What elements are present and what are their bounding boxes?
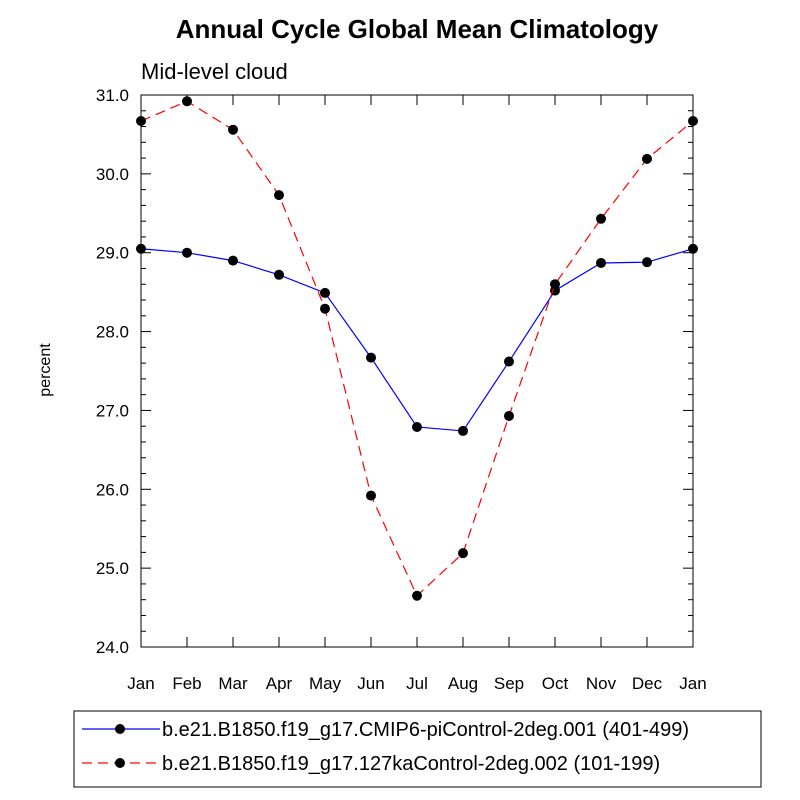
x-tick-label: Feb bbox=[172, 674, 201, 693]
data-point bbox=[412, 590, 422, 601]
data-point bbox=[228, 124, 238, 135]
legend-label: b.e21.B1850.f19_g17.CMIP6-piControl-2deg… bbox=[162, 719, 689, 741]
y-tick-label: 28.0 bbox=[96, 323, 129, 342]
series-1 bbox=[136, 243, 698, 436]
legend-label: b.e21.B1850.f19_g17.127kaControl-2deg.00… bbox=[162, 753, 660, 775]
x-tick-label: Mar bbox=[218, 674, 248, 693]
data-point bbox=[458, 548, 468, 559]
data-point bbox=[320, 303, 330, 314]
data-point bbox=[642, 257, 652, 268]
data-point bbox=[182, 247, 192, 258]
data-point bbox=[504, 356, 514, 367]
data-point bbox=[458, 425, 468, 436]
data-point bbox=[320, 287, 330, 298]
chart-subtitle: Mid-level cloud bbox=[141, 59, 288, 84]
legend: b.e21.B1850.f19_g17.CMIP6-piControl-2deg… bbox=[73, 710, 762, 788]
legend-box bbox=[73, 710, 762, 788]
y-tick-label: 30.0 bbox=[96, 165, 129, 184]
x-tick-label: Jan bbox=[127, 674, 154, 693]
x-tick-label: Jul bbox=[406, 674, 428, 693]
data-point bbox=[274, 190, 284, 201]
series-2 bbox=[136, 96, 698, 601]
y-tick-label: 31.0 bbox=[96, 86, 129, 105]
x-tick-label: Jun bbox=[357, 674, 384, 693]
y-tick-label: 24.0 bbox=[96, 638, 129, 657]
data-point bbox=[642, 153, 652, 164]
series-line bbox=[140, 100, 694, 597]
x-tick-label: Jan bbox=[679, 674, 706, 693]
legend-entry: b.e21.B1850.f19_g17.127kaControl-2deg.00… bbox=[82, 753, 660, 775]
y-tick-label: 27.0 bbox=[96, 401, 129, 420]
series-line bbox=[140, 248, 694, 432]
data-point bbox=[504, 410, 514, 421]
x-tick-label: Sep bbox=[494, 674, 524, 693]
y-tick-label: 26.0 bbox=[96, 480, 129, 499]
legend-marker bbox=[115, 758, 125, 768]
x-tick-label: Oct bbox=[542, 674, 569, 693]
chart-title: Annual Cycle Global Mean Climatology bbox=[176, 14, 659, 44]
legend-entry: b.e21.B1850.f19_g17.CMIP6-piControl-2deg… bbox=[82, 719, 689, 741]
plot-frame bbox=[140, 94, 694, 648]
x-tick-labels: Jan Feb Mar Apr May Jun Jul Aug Sep Oct Nov Dec Jan bbox=[127, 674, 706, 693]
x-tick-label: Dec bbox=[632, 674, 663, 693]
x-tick-label: May bbox=[309, 674, 342, 693]
x-tick-label: Aug bbox=[448, 674, 478, 693]
data-point bbox=[550, 279, 560, 290]
x-tick-label: Nov bbox=[586, 674, 617, 693]
x-tick-label: Apr bbox=[266, 674, 293, 693]
y-tick-labels: 24.0 25.0 26.0 27.0 28.0 29.0 30.0 31.0 bbox=[96, 86, 129, 657]
data-point bbox=[182, 96, 192, 107]
y-axis-label: percent bbox=[37, 343, 54, 397]
data-point bbox=[596, 213, 606, 224]
y-tick-label: 29.0 bbox=[96, 244, 129, 263]
data-point bbox=[228, 255, 238, 266]
series-layer bbox=[136, 96, 698, 601]
axis-ticks bbox=[140, 94, 694, 648]
data-point bbox=[412, 421, 422, 432]
data-point bbox=[596, 257, 606, 268]
data-point bbox=[366, 490, 376, 501]
data-point bbox=[274, 269, 284, 280]
y-tick-label: 25.0 bbox=[96, 559, 129, 578]
legend-marker bbox=[115, 724, 125, 734]
data-point bbox=[366, 352, 376, 363]
